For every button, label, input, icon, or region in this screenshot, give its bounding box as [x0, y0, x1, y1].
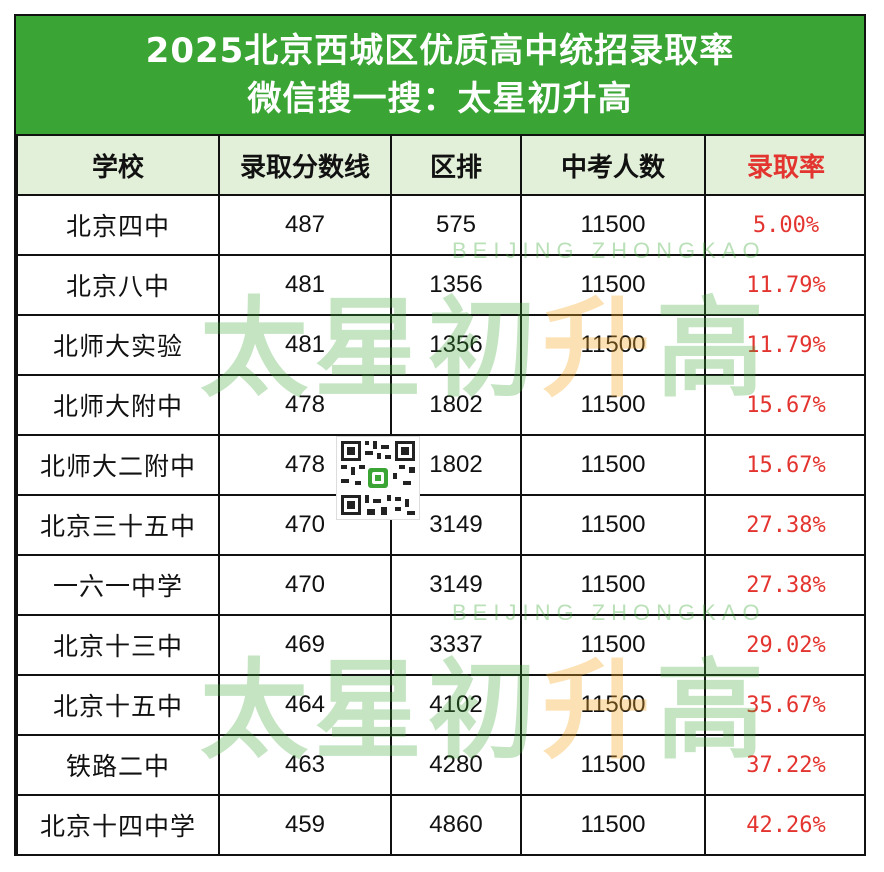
table-row: 北京十五中 464 4102 11500 35.67%	[16, 674, 864, 736]
rank-cell: 4102	[390, 674, 522, 736]
table-row: 北京十三中 469 3337 11500 29.02%	[16, 614, 864, 676]
school-cell: 北京十四中学	[16, 794, 220, 854]
rank-cell: 3337	[390, 614, 522, 676]
school-cell: 北京十五中	[16, 674, 220, 736]
admission-table-card: 2025北京西城区优质高中统招录取率 微信搜一搜：太星初升高 学校 录取分数线 …	[14, 14, 866, 856]
total-cell: 11500	[520, 734, 706, 796]
score-cell: 481	[218, 314, 392, 376]
rate-cell: 11.79%	[704, 314, 864, 376]
table-row: 北京十四中学 459 4860 11500 42.26%	[16, 794, 864, 854]
school-cell: 一六一中学	[16, 554, 220, 616]
score-cell: 463	[218, 734, 392, 796]
title-banner: 2025北京西城区优质高中统招录取率 微信搜一搜：太星初升高	[16, 16, 864, 136]
total-cell: 11500	[520, 794, 706, 854]
school-cell: 北师大二附中	[16, 434, 220, 496]
total-cell: 11500	[520, 314, 706, 376]
school-cell: 北师大附中	[16, 374, 220, 436]
rank-cell: 1802	[390, 374, 522, 436]
rate-cell: 27.38%	[704, 554, 864, 616]
table-row: 铁路二中 463 4280 11500 37.22%	[16, 734, 864, 796]
table-row: 北师大二附中 478 1802 11500 15.67%	[16, 434, 864, 496]
rate-cell: 42.26%	[704, 794, 864, 854]
rate-cell: 35.67%	[704, 674, 864, 736]
rate-cell: 27.38%	[704, 494, 864, 556]
score-cell: 469	[218, 614, 392, 676]
rate-cell: 15.67%	[704, 434, 864, 496]
table-row: 北师大附中 478 1802 11500 15.67%	[16, 374, 864, 436]
rate-cell: 29.02%	[704, 614, 864, 676]
rank-cell: 4280	[390, 734, 522, 796]
total-cell: 11500	[520, 194, 706, 256]
qr-code-image	[336, 436, 420, 520]
rank-cell: 1356	[390, 314, 522, 376]
column-header-rate: 录取率	[704, 134, 864, 196]
table-row: 北师大实验 481 1356 11500 11.79%	[16, 314, 864, 376]
total-cell: 11500	[520, 434, 706, 496]
column-header-school: 学校	[16, 134, 220, 196]
rank-cell: 3149	[390, 554, 522, 616]
total-cell: 11500	[520, 674, 706, 736]
school-cell: 北京十三中	[16, 614, 220, 676]
table-header-row: 学校 录取分数线 区排 中考人数 录取率	[16, 134, 864, 196]
table-row: 北京四中 487 575 11500 5.00%	[16, 194, 864, 256]
rank-cell: 1356	[390, 254, 522, 316]
rate-cell: 15.67%	[704, 374, 864, 436]
total-cell: 11500	[520, 254, 706, 316]
score-cell: 459	[218, 794, 392, 854]
total-cell: 11500	[520, 494, 706, 556]
column-header-total: 中考人数	[520, 134, 706, 196]
school-cell: 铁路二中	[16, 734, 220, 796]
school-cell: 北京四中	[16, 194, 220, 256]
column-header-rank: 区排	[390, 134, 522, 196]
total-cell: 11500	[520, 614, 706, 676]
score-cell: 470	[218, 554, 392, 616]
table-row: 北京三十五中 470 3149 11500 27.38%	[16, 494, 864, 556]
rate-cell: 37.22%	[704, 734, 864, 796]
admission-table: 学校 录取分数线 区排 中考人数 录取率 北京四中 487 575 11500 5.00…	[16, 134, 864, 854]
total-cell: 11500	[520, 374, 706, 436]
title-subtitle: 微信搜一搜：太星初升高	[247, 79, 633, 119]
school-cell: 北京三十五中	[16, 494, 220, 556]
school-cell: 北师大实验	[16, 314, 220, 376]
table-row: 一六一中学 470 3149 11500 27.38%	[16, 554, 864, 616]
table-row: 北京八中 481 1356 11500 11.79%	[16, 254, 864, 316]
score-cell: 478	[218, 374, 392, 436]
title-main: 2025北京西城区优质高中统招录取率	[145, 31, 735, 71]
rate-cell: 5.00%	[704, 194, 864, 256]
total-cell: 11500	[520, 554, 706, 616]
score-cell: 487	[218, 194, 392, 256]
score-cell: 481	[218, 254, 392, 316]
rate-cell: 11.79%	[704, 254, 864, 316]
school-cell: 北京八中	[16, 254, 220, 316]
rank-cell: 4860	[390, 794, 522, 854]
score-cell: 464	[218, 674, 392, 736]
rank-cell: 575	[390, 194, 522, 256]
column-header-score: 录取分数线	[218, 134, 392, 196]
